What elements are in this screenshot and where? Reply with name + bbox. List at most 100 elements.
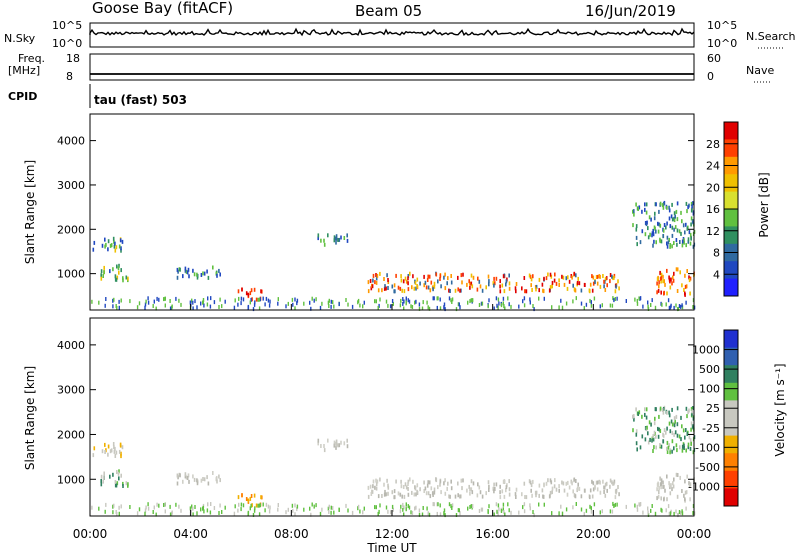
velocity-point	[678, 434, 681, 439]
power-point	[660, 279, 662, 284]
power-point	[671, 244, 673, 249]
power-point	[594, 280, 596, 285]
velocity-point	[663, 497, 665, 502]
power-point	[470, 273, 473, 278]
velocity-point	[674, 430, 677, 435]
velocity-point	[647, 510, 649, 515]
power-point	[287, 301, 289, 306]
velocity-point	[459, 511, 461, 516]
velocity-point	[651, 438, 653, 443]
power-point	[660, 272, 663, 277]
velocity-point	[681, 424, 683, 429]
power-point	[457, 287, 459, 292]
velocity-point	[488, 488, 490, 492]
nsky-tick-bottom: 10^0	[52, 37, 82, 50]
velocity-point	[429, 494, 432, 499]
velocity-point	[681, 509, 683, 514]
velocity-point	[383, 492, 386, 497]
velocity-point	[313, 504, 315, 509]
velocity-point	[561, 480, 563, 485]
colorbar-tick-label: 20	[706, 181, 720, 194]
velocity-point	[471, 504, 474, 509]
velocity-point	[614, 495, 617, 500]
velocity-point	[663, 428, 666, 433]
power-point	[495, 296, 498, 301]
power-point	[107, 247, 109, 252]
power-point	[673, 305, 675, 310]
velocity-point	[691, 409, 693, 414]
velocity-point	[407, 504, 409, 509]
power-point	[671, 233, 674, 238]
velocity-point	[424, 486, 427, 491]
velocity-point	[451, 503, 454, 508]
velocity-point	[470, 479, 473, 484]
x-tick-label: 20:00	[576, 527, 611, 541]
power-point	[657, 229, 660, 234]
power-point	[542, 288, 544, 293]
velocity-point	[679, 445, 681, 450]
power-point	[545, 276, 548, 281]
power-point	[98, 300, 100, 305]
velocity-point	[327, 438, 329, 443]
power-point	[677, 307, 679, 312]
velocity-point	[136, 511, 139, 516]
power-point	[392, 301, 394, 306]
velocity-point	[216, 479, 218, 484]
power-point	[423, 274, 425, 279]
velocity-point	[671, 407, 673, 412]
colorbar-swatch	[724, 174, 738, 193]
power-point	[385, 299, 388, 304]
velocity-point	[604, 493, 607, 498]
velocity-point	[113, 503, 115, 508]
power-point	[514, 286, 517, 291]
power-point	[478, 303, 481, 307]
power-point	[667, 298, 670, 303]
velocity-point	[644, 407, 646, 412]
power-point	[562, 275, 565, 280]
power-point	[194, 299, 196, 304]
velocity-point	[497, 503, 500, 508]
velocity-point	[613, 504, 615, 508]
power-point	[502, 296, 505, 301]
velocity-point	[112, 442, 115, 446]
power-point	[688, 203, 690, 208]
colorbar-swatch	[724, 330, 738, 349]
velocity-point	[277, 503, 279, 507]
velocity-point	[665, 430, 667, 435]
velocity-point	[510, 510, 512, 515]
velocity-point	[237, 508, 239, 513]
velocity-point	[155, 512, 157, 517]
power-point	[457, 302, 460, 307]
power-point	[219, 297, 221, 302]
velocity-point	[444, 513, 446, 518]
power-point	[296, 301, 298, 306]
velocity-point	[675, 414, 678, 419]
power-point	[680, 231, 682, 236]
power-point	[424, 280, 427, 285]
velocity-point	[112, 472, 114, 477]
colorbar-swatch	[724, 453, 738, 472]
power-point	[690, 202, 693, 206]
power-point	[426, 278, 429, 282]
velocity-point	[543, 482, 545, 487]
velocity-point	[412, 479, 414, 484]
velocity-point	[673, 432, 675, 437]
velocity-point	[432, 493, 434, 497]
velocity-point	[357, 504, 360, 509]
velocity-point	[594, 485, 596, 490]
velocity-point	[652, 437, 655, 442]
velocity-point	[405, 502, 407, 507]
velocity-point	[659, 482, 662, 487]
power-point	[502, 274, 505, 279]
power-point	[313, 298, 315, 303]
power-point	[633, 209, 635, 214]
velocity-point	[656, 496, 658, 501]
power-point	[415, 299, 417, 304]
power-point	[681, 243, 684, 248]
power-point	[498, 301, 500, 306]
power-point	[671, 217, 674, 222]
power-point	[164, 303, 166, 308]
velocity-point	[668, 410, 670, 415]
velocity-point	[478, 509, 481, 513]
power-point	[419, 281, 421, 286]
